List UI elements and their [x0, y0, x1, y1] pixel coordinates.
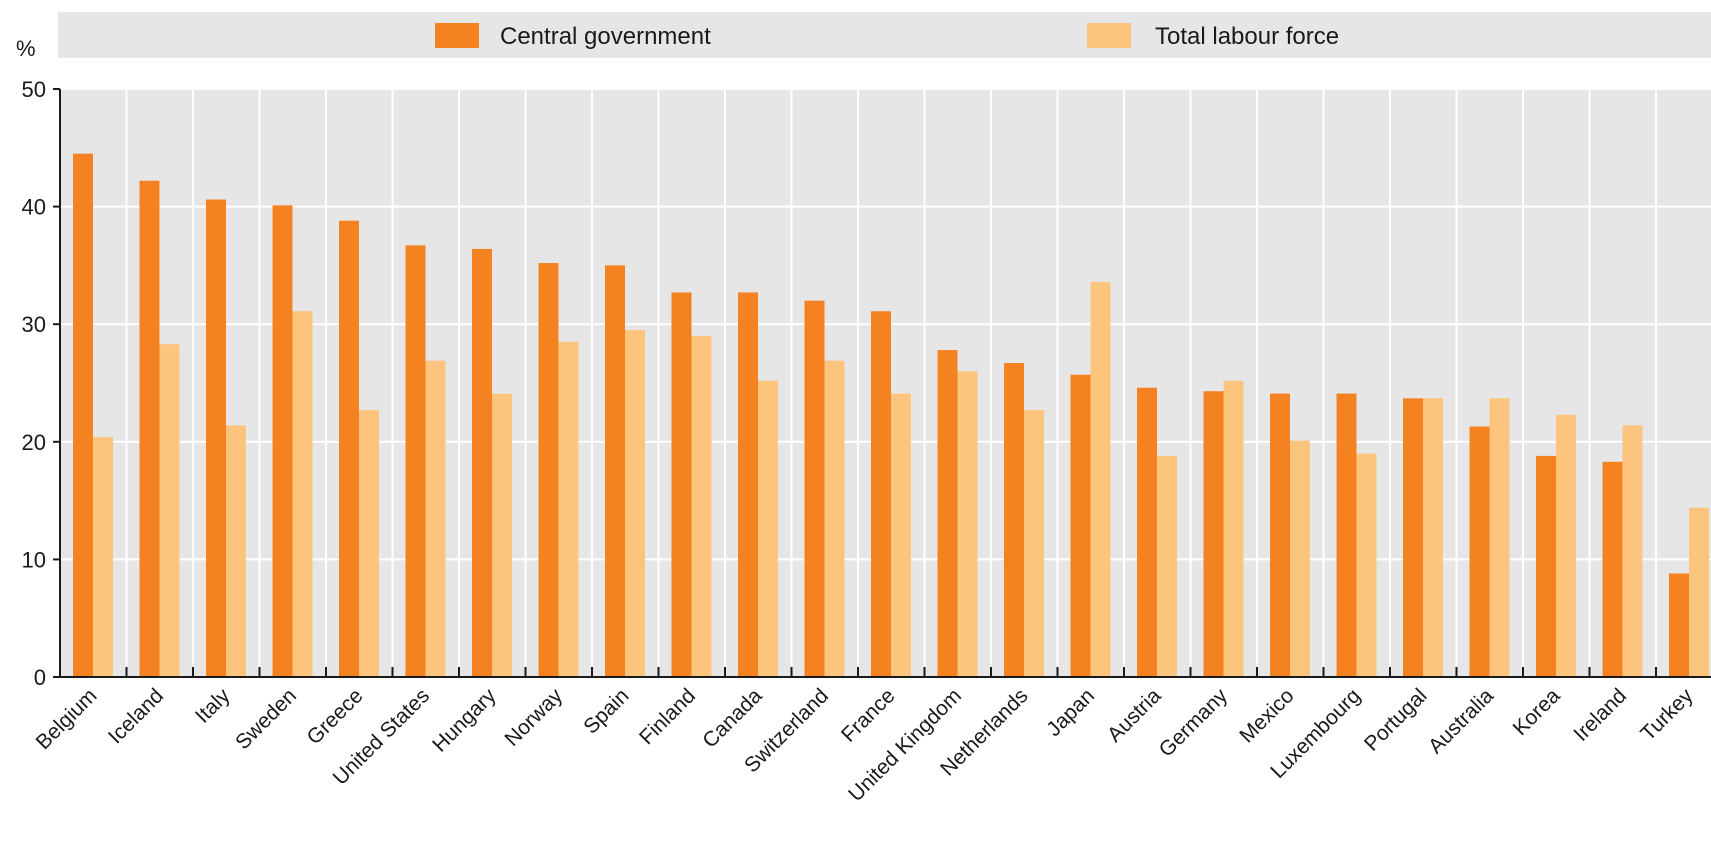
bar-central-government: [139, 180, 160, 677]
bar-total-labour-force: [1290, 440, 1310, 677]
bar-central-government: [937, 350, 958, 677]
bar-central-government: [538, 263, 559, 677]
bar-central-government: [871, 311, 891, 677]
bar-total-labour-force: [691, 335, 712, 677]
bar-total-labour-force: [1157, 455, 1177, 677]
x-category-label: Ireland: [1569, 684, 1631, 746]
bar-central-government: [472, 248, 492, 677]
bar-total-labour-force: [292, 311, 313, 677]
bars: [73, 153, 1709, 677]
x-category-label: United Kingdom: [844, 684, 966, 806]
bar-total-labour-force: [1090, 281, 1111, 677]
bar-central-government: [73, 153, 93, 677]
bar-total-labour-force: [824, 360, 845, 677]
axes: [53, 88, 1711, 678]
x-category-label: Canada: [698, 684, 767, 753]
bar-central-government: [1070, 374, 1091, 677]
y-unit-label: %: [16, 36, 36, 61]
bar-total-labour-force: [425, 360, 446, 677]
x-category-label: Portugal: [1360, 684, 1432, 756]
x-category-label: Greece: [303, 684, 368, 749]
x-category-label: Spain: [579, 684, 633, 738]
x-category-label: Sweden: [231, 684, 301, 754]
bar-total-labour-force: [1556, 414, 1576, 677]
bar-central-government: [804, 300, 825, 677]
bar-central-government: [1403, 398, 1423, 677]
bar-total-labour-force: [1024, 410, 1044, 677]
bar-central-government: [272, 205, 293, 677]
bar-total-labour-force: [1689, 507, 1709, 677]
x-category-label: Iceland: [104, 684, 168, 748]
legend-label-total-labour-force: Total labour force: [1155, 23, 1339, 50]
y-tick-label: 50: [22, 77, 46, 102]
x-category-label: Japan: [1042, 684, 1099, 741]
x-category-label: Turkey: [1636, 684, 1697, 745]
y-tick-label: 0: [34, 665, 46, 690]
bar-central-government: [605, 265, 625, 677]
y-tick-label: 30: [22, 312, 46, 337]
x-category-label: Finland: [635, 684, 700, 749]
bar-central-government: [671, 292, 692, 677]
bar-total-labour-force: [1356, 453, 1377, 677]
bar-central-government: [1669, 573, 1689, 677]
bar-central-government: [339, 220, 359, 677]
x-category-label: Hungary: [428, 684, 501, 757]
bar-total-labour-force: [957, 371, 978, 677]
x-category-label: Italy: [191, 684, 235, 728]
legend-swatch-total-labour-force: [1087, 23, 1131, 48]
bar-total-labour-force: [1223, 380, 1244, 677]
bar-total-labour-force: [891, 393, 911, 677]
x-category-label: Mexico: [1235, 684, 1298, 747]
bar-central-government: [1004, 363, 1024, 677]
bar-total-labour-force: [359, 410, 379, 677]
bar-total-labour-force: [1622, 425, 1643, 677]
bar-central-government: [405, 245, 426, 677]
legend-label-central-government: Central government: [500, 23, 711, 50]
bar-central-government: [1536, 455, 1556, 677]
x-category-label: Austria: [1103, 684, 1166, 747]
legend-band: [58, 12, 1711, 58]
x-category-label: Norway: [500, 684, 567, 751]
legend-swatch-central-government: [435, 23, 479, 48]
bar-total-labour-force: [226, 425, 246, 677]
bar-total-labour-force: [625, 330, 645, 677]
y-tick-label: 10: [22, 547, 46, 572]
bar-central-government: [1203, 391, 1224, 677]
y-tick-label: 20: [22, 430, 46, 455]
x-category-label: Australia: [1424, 684, 1498, 758]
bar-central-government: [1137, 387, 1157, 677]
x-category-label: Belgium: [32, 684, 102, 754]
bar-total-labour-force: [93, 437, 113, 677]
legend: Central government Total labour force: [435, 23, 1339, 50]
bar-total-labour-force: [758, 380, 778, 677]
bar-central-government: [1270, 393, 1290, 677]
bar-total-labour-force: [1423, 398, 1443, 677]
bar-central-government: [1336, 393, 1357, 677]
x-category-label: France: [837, 684, 899, 746]
x-category-label: Korea: [1509, 684, 1565, 740]
x-category-label: Germany: [1155, 684, 1233, 762]
bar-central-government: [206, 199, 226, 677]
bar-central-government: [1469, 426, 1490, 677]
bar-total-labour-force: [1489, 398, 1510, 677]
bar-central-government: [738, 292, 758, 677]
y-tick-label: 40: [22, 195, 46, 220]
bar-total-labour-force: [492, 393, 512, 677]
bar-central-government: [1602, 461, 1623, 677]
bar-total-labour-force: [558, 341, 579, 677]
bar-total-labour-force: [159, 344, 180, 677]
